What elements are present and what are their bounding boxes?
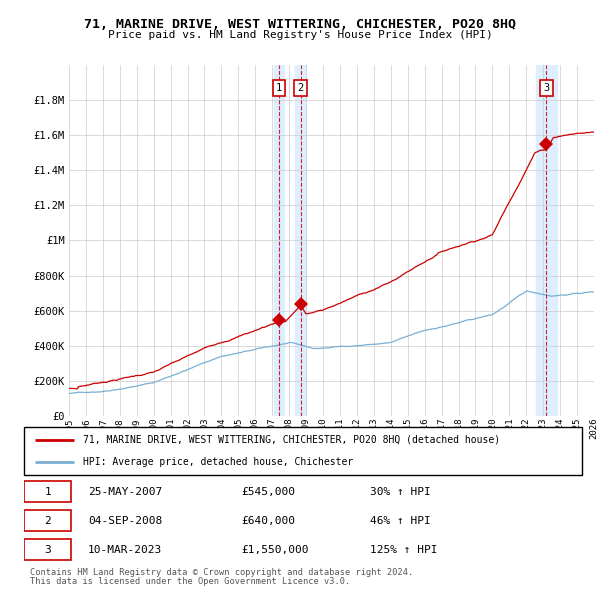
FancyBboxPatch shape <box>24 510 71 531</box>
Text: 3: 3 <box>543 83 550 93</box>
Text: Price paid vs. HM Land Registry's House Price Index (HPI): Price paid vs. HM Land Registry's House … <box>107 30 493 40</box>
Bar <box>536 65 557 416</box>
Text: Contains HM Land Registry data © Crown copyright and database right 2024.: Contains HM Land Registry data © Crown c… <box>30 568 413 576</box>
Text: This data is licensed under the Open Government Licence v3.0.: This data is licensed under the Open Gov… <box>30 577 350 586</box>
Text: 2: 2 <box>44 516 51 526</box>
Text: £545,000: £545,000 <box>242 487 296 497</box>
Text: £640,000: £640,000 <box>242 516 296 526</box>
Text: 04-SEP-2008: 04-SEP-2008 <box>88 516 163 526</box>
Text: 71, MARINE DRIVE, WEST WITTERING, CHICHESTER, PO20 8HQ: 71, MARINE DRIVE, WEST WITTERING, CHICHE… <box>84 18 516 31</box>
Text: 30% ↑ HPI: 30% ↑ HPI <box>370 487 431 497</box>
Bar <box>295 65 305 416</box>
Text: 1: 1 <box>44 487 51 497</box>
Text: 3: 3 <box>44 545 51 555</box>
FancyBboxPatch shape <box>24 539 71 560</box>
Text: 1: 1 <box>276 83 282 93</box>
Text: 10-MAR-2023: 10-MAR-2023 <box>88 545 163 555</box>
Text: 25-MAY-2007: 25-MAY-2007 <box>88 487 163 497</box>
FancyBboxPatch shape <box>24 427 582 475</box>
Text: 125% ↑ HPI: 125% ↑ HPI <box>370 545 437 555</box>
Text: 46% ↑ HPI: 46% ↑ HPI <box>370 516 431 526</box>
Bar <box>274 65 284 416</box>
Text: HPI: Average price, detached house, Chichester: HPI: Average price, detached house, Chic… <box>83 457 353 467</box>
FancyBboxPatch shape <box>24 481 71 502</box>
Text: 71, MARINE DRIVE, WEST WITTERING, CHICHESTER, PO20 8HQ (detached house): 71, MARINE DRIVE, WEST WITTERING, CHICHE… <box>83 435 500 445</box>
Text: £1,550,000: £1,550,000 <box>242 545 309 555</box>
Text: 2: 2 <box>298 83 304 93</box>
